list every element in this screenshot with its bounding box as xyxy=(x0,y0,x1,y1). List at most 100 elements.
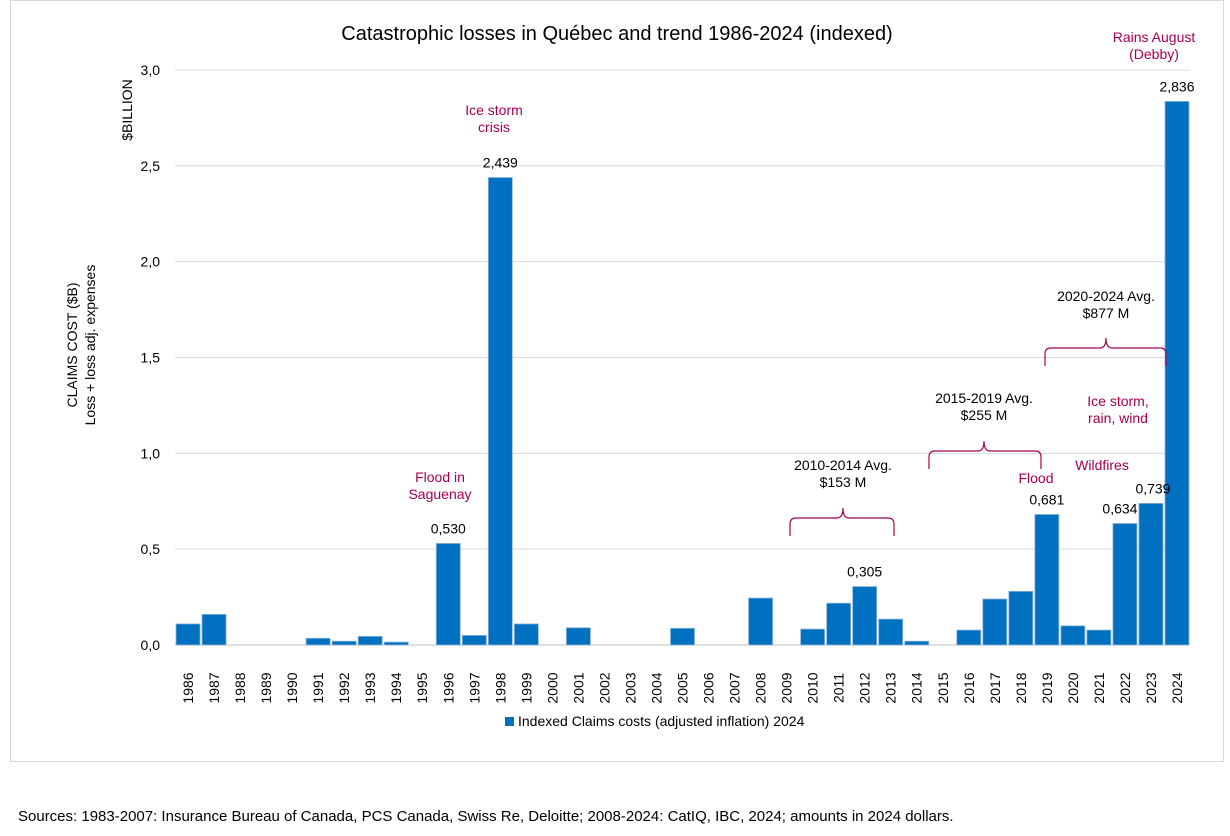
x-tick-label: 2022 xyxy=(1117,672,1133,703)
x-tick-label: 2021 xyxy=(1091,672,1107,703)
data-label-2012: 0,305 xyxy=(847,564,882,580)
event-annotation: crisis xyxy=(478,119,510,135)
bar-1998 xyxy=(487,177,513,646)
bar-1999 xyxy=(513,623,539,646)
bar-2013 xyxy=(878,618,904,646)
x-tick-label: 2011 xyxy=(831,673,847,703)
y-tick-label: 1,0 xyxy=(141,445,161,461)
y-tick-label: 3,0 xyxy=(141,62,161,78)
period-avg-value: $153 M xyxy=(820,474,867,490)
event-annotation: Ice storm, xyxy=(1087,393,1148,409)
chart-frame xyxy=(10,0,1224,762)
y-tick-label: 1,5 xyxy=(141,350,161,366)
x-tick-label: 2009 xyxy=(779,672,795,703)
chart-title: Catastrophic losses in Québec and trend … xyxy=(341,23,892,45)
data-label-2024: 2,836 xyxy=(1159,78,1194,94)
event-annotation: rain, wind xyxy=(1088,410,1148,426)
bar-2021 xyxy=(1086,629,1112,646)
x-tick-label: 2013 xyxy=(883,672,899,703)
x-tick-label: 1993 xyxy=(362,672,378,703)
event-annotation: Ice storm xyxy=(465,102,523,118)
bar-2018 xyxy=(1008,590,1034,646)
x-tick-label: 2008 xyxy=(753,672,769,703)
data-label-2022: 0,634 xyxy=(1102,500,1137,516)
bar-1991 xyxy=(305,637,331,646)
y-axis-label: CLAIMS COST ($B) xyxy=(64,283,80,408)
bar-2017 xyxy=(982,598,1008,646)
x-tick-label: 2017 xyxy=(987,672,1003,703)
legend-swatch xyxy=(505,717,514,726)
bar-2001 xyxy=(565,627,591,646)
y-unit-label: $BILLION xyxy=(119,79,135,140)
bar-1993 xyxy=(357,635,383,646)
x-tick-label: 1998 xyxy=(492,672,508,703)
x-tick-label: 2000 xyxy=(544,672,560,703)
x-tick-label: 2023 xyxy=(1143,672,1159,703)
x-tick-label: 2015 xyxy=(935,672,951,703)
bar-2012 xyxy=(852,586,878,646)
bar-2011 xyxy=(826,602,852,646)
event-annotation: Saguenay xyxy=(408,486,471,502)
event-annotation: Flood in xyxy=(415,469,465,485)
x-tick-label: 2010 xyxy=(805,672,821,703)
x-tick-label: 2012 xyxy=(857,672,873,703)
bar-1987 xyxy=(201,613,227,646)
y-tick-label: 2,5 xyxy=(141,158,161,174)
bar-2023 xyxy=(1138,502,1164,646)
x-tick-label: 2018 xyxy=(1013,672,1029,703)
period-brace xyxy=(1044,337,1167,366)
x-tick-label: 1987 xyxy=(206,672,222,703)
bar-chart: Catastrophic losses in Québec and trend … xyxy=(64,23,1196,729)
x-tick-label: 1988 xyxy=(232,672,248,703)
bar-2019 xyxy=(1034,514,1060,646)
bar-1992 xyxy=(331,640,357,646)
data-label-2019: 0,681 xyxy=(1029,491,1064,507)
bar-2022 xyxy=(1112,523,1138,646)
y-axis-label-sub: Loss + loss adj. expenses xyxy=(82,265,98,426)
x-tick-label: 1986 xyxy=(180,672,196,703)
period-brace xyxy=(928,440,1042,469)
x-tick-label: 2020 xyxy=(1065,672,1081,703)
bar-1994 xyxy=(383,641,409,646)
x-tick-label: 1997 xyxy=(466,672,482,703)
x-tick-label: 2019 xyxy=(1039,672,1055,703)
x-tick-label: 1990 xyxy=(284,672,300,703)
x-tick-label: 1995 xyxy=(414,672,430,703)
x-tick-label: 2005 xyxy=(675,672,691,703)
y-tick-label: 2,0 xyxy=(141,254,161,270)
legend-label: Indexed Claims costs (adjusted inflation… xyxy=(518,713,805,729)
source-note: Sources: 1983-2007: Insurance Bureau of … xyxy=(18,808,954,825)
x-tick-label: 1999 xyxy=(518,672,534,703)
event-annotation: Rains August xyxy=(1113,29,1196,45)
y-tick-label: 0,5 xyxy=(141,541,161,557)
period-avg-label: 2015-2019 Avg. xyxy=(935,390,1033,406)
x-tick-label: 2007 xyxy=(727,672,743,703)
x-tick-label: 2004 xyxy=(648,672,664,703)
bar-1986 xyxy=(175,623,201,646)
period-brace xyxy=(789,507,895,536)
period-avg-label: 2010-2014 Avg. xyxy=(794,457,892,473)
x-tick-label: 1992 xyxy=(336,672,352,703)
bar-2016 xyxy=(956,629,982,646)
x-tick-label: 2014 xyxy=(909,672,925,703)
bar-1996 xyxy=(435,543,461,646)
y-tick-label: 0,0 xyxy=(141,637,161,653)
bar-2024 xyxy=(1164,101,1190,646)
bar-2020 xyxy=(1060,625,1086,646)
bar-1997 xyxy=(461,635,487,646)
data-label-1998: 2,439 xyxy=(483,155,518,171)
event-annotation: Wildfires xyxy=(1075,457,1129,473)
x-tick-label: 2006 xyxy=(701,672,717,703)
x-tick-label: 1996 xyxy=(440,672,456,703)
data-label-1996: 0,530 xyxy=(431,520,466,536)
data-label-2023: 0,739 xyxy=(1135,480,1170,496)
event-annotation: Flood xyxy=(1018,470,1053,486)
bar-2010 xyxy=(800,628,826,646)
x-tick-label: 2003 xyxy=(622,672,638,703)
x-tick-label: 2016 xyxy=(961,672,977,703)
period-avg-label: 2020-2024 Avg. xyxy=(1057,288,1155,304)
bar-2005 xyxy=(670,627,695,646)
x-tick-label: 2024 xyxy=(1169,672,1185,703)
x-tick-label: 1991 xyxy=(310,672,326,703)
bar-2014 xyxy=(904,640,930,646)
